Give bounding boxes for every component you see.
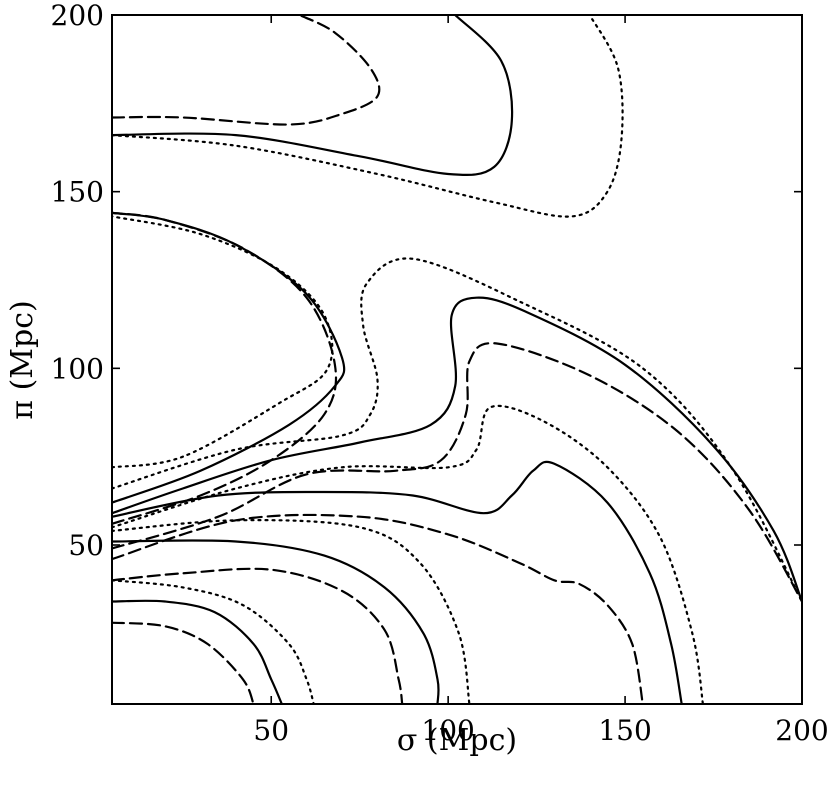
y-tick-label: 50 [68, 529, 104, 562]
contour-lines [112, 15, 802, 704]
contour-line-dashed-7 [112, 621, 255, 704]
contour-line-dotted-15 [112, 404, 704, 704]
contour-line-dashed-9 [112, 513, 644, 704]
contour-line-solid-1 [112, 599, 283, 704]
y-tick-label: 200 [51, 0, 104, 32]
contour-line-dashed-8 [112, 567, 404, 704]
y-axis-label: π (Mpc) [5, 300, 40, 419]
contour-line-solid-3 [112, 460, 683, 704]
contour-line-dotted-17 [112, 215, 334, 469]
contour-line-dashed-12 [112, 15, 381, 126]
x-tick-label: 150 [598, 714, 651, 747]
contour-line-dotted-14 [112, 519, 471, 704]
axis-ticks: 50 100 150 200 50 100 150 200 [51, 0, 829, 747]
contour-line-solid-5 [112, 211, 346, 504]
contour-line-dotted-13 [112, 579, 315, 704]
y-tick-label: 100 [51, 352, 104, 385]
contour-line-solid-2 [112, 539, 440, 704]
plot-frame [111, 14, 803, 705]
x-axis-label: σ (Mpc) [397, 723, 517, 758]
x-tick-label: 200 [775, 714, 828, 747]
contour-line-solid-4 [112, 296, 802, 603]
contour-line-dotted-16 [112, 257, 802, 603]
x-tick-label: 100 [421, 714, 474, 747]
contour-line-solid-6 [112, 15, 514, 177]
contour-line-dotted-18 [112, 15, 624, 218]
x-tick-label: 50 [253, 714, 289, 747]
contour-line-dashed-11 [112, 211, 338, 525]
contour-line-dashed-10 [112, 342, 802, 603]
y-tick-label: 150 [51, 176, 104, 209]
